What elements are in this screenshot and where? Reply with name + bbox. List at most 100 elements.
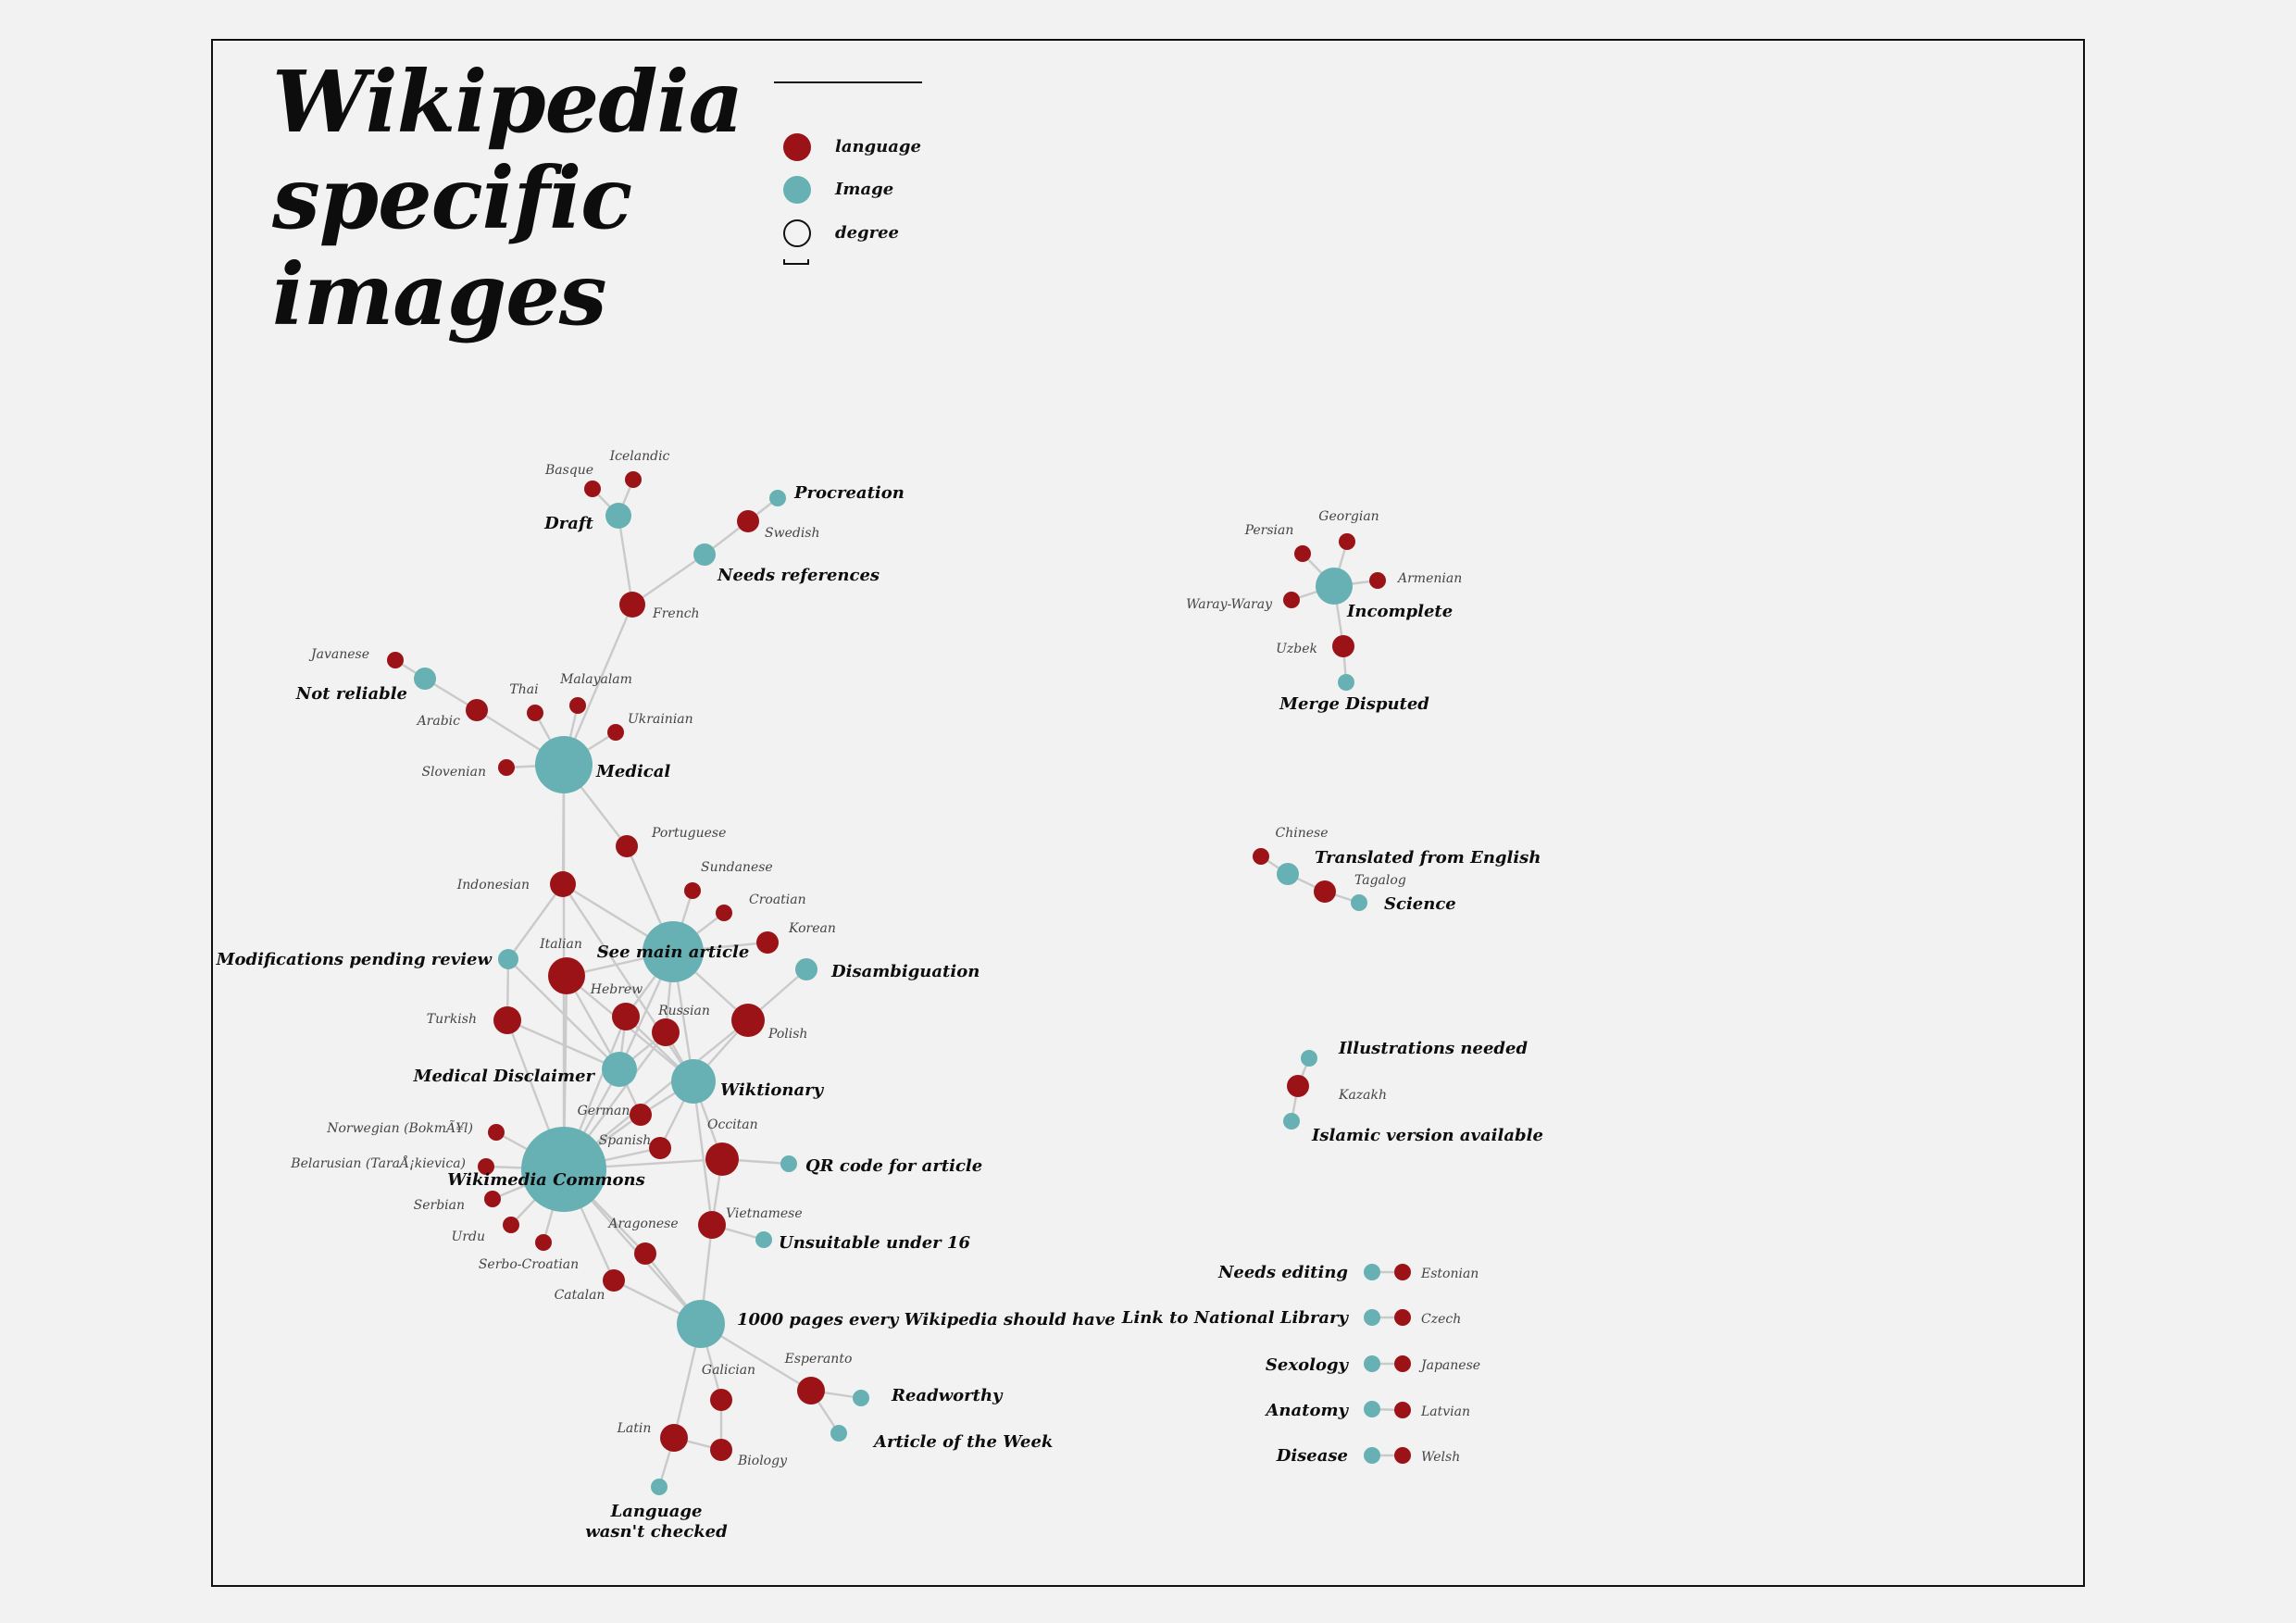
language-node-waray xyxy=(1283,592,1300,608)
node-label-javanese: Javanese xyxy=(308,647,369,662)
node-label-waray: Waray-Waray xyxy=(1186,597,1273,612)
node-label-serbian: Serbian xyxy=(414,1198,465,1213)
node-labels: Medical Wikimedia Commons See main article… xyxy=(216,449,1543,1542)
node-label-arabic: Arabic xyxy=(416,714,461,729)
language-node-basque xyxy=(584,481,601,497)
language-node-hebrew xyxy=(612,1003,640,1030)
node-label-readworthy: Readworthy xyxy=(891,1386,1004,1405)
image-node-wiktionary xyxy=(671,1059,716,1104)
node-label-qrcode: QR code for article xyxy=(805,1156,982,1176)
image-node-seemain xyxy=(643,921,704,982)
language-node-latvian xyxy=(1394,1402,1411,1418)
edge-modpend-meddisc xyxy=(507,958,620,1070)
node-label-sexology: Sexology xyxy=(1266,1355,1350,1375)
language-node-tagalog xyxy=(1314,880,1336,903)
degree-bracket-icon xyxy=(783,259,809,265)
language-node-chinese xyxy=(1253,848,1269,865)
language-node-icelandic xyxy=(625,471,642,488)
node-label-seemain: See main article xyxy=(597,943,750,962)
node-label-latin: Latin xyxy=(617,1421,652,1436)
image-node-readworthy xyxy=(853,1390,869,1406)
node-label-hebrew: Hebrew xyxy=(590,982,643,997)
node-label-translated: Translated from English xyxy=(1315,848,1541,868)
node-label-vietnamese: Vietnamese xyxy=(726,1206,803,1221)
edges xyxy=(394,479,1404,1488)
image-node-mergedisp xyxy=(1338,674,1354,691)
degree-circle-icon xyxy=(783,219,811,247)
node-label-aragonese: Aragonese xyxy=(606,1217,678,1231)
language-node-arabic xyxy=(466,699,488,721)
node-label-japanese: Japanese xyxy=(1418,1358,1480,1373)
image-node-medical xyxy=(535,736,593,793)
image-node-draft xyxy=(605,503,631,529)
language-node-vietnamese xyxy=(698,1211,726,1239)
language-node-norwegian xyxy=(488,1124,505,1141)
language-node-indonesian xyxy=(550,871,576,897)
node-label-chinese: Chinese xyxy=(1276,826,1329,841)
node-label-needsediting: Needs editing xyxy=(1217,1263,1348,1282)
node-label-occitan: Occitan xyxy=(707,1117,758,1132)
language-node-estonian xyxy=(1394,1264,1411,1280)
image-node-unsuit16 xyxy=(755,1231,772,1248)
node-label-spanish: Spanish xyxy=(599,1133,652,1148)
node-label-czech: Czech xyxy=(1421,1312,1461,1327)
language-node-javanese xyxy=(387,652,404,668)
node-label-pages1000: 1000 pages every Wikipedia should have xyxy=(737,1310,1116,1330)
nodes xyxy=(387,471,1411,1495)
image-node-commons xyxy=(521,1127,606,1212)
image-node-sexology xyxy=(1364,1355,1380,1372)
node-label-esperanto: Esperanto xyxy=(784,1352,853,1367)
image-node-incomplete xyxy=(1316,568,1353,605)
language-node-occitan xyxy=(705,1142,739,1176)
language-node-welsh xyxy=(1394,1447,1411,1464)
node-label-wiktionary: Wiktionary xyxy=(720,1080,825,1100)
node-label-articleweek: Article of the Week xyxy=(872,1432,1053,1452)
node-label-procreation: Procreation xyxy=(793,483,905,503)
language-node-portuguese xyxy=(616,835,638,857)
edge-indonesian-wiktionary xyxy=(561,883,695,1082)
node-label-slovenian: Slovenian xyxy=(421,765,486,780)
node-label-sundanese: Sundanese xyxy=(701,860,773,875)
legend-label-degree: degree xyxy=(835,223,900,243)
node-label-welsh: Welsh xyxy=(1421,1450,1460,1465)
edge-indonesian-modpend xyxy=(507,883,564,960)
title-line-1: Wikipedia xyxy=(272,52,743,152)
language-node-persian xyxy=(1294,545,1311,562)
image-node-modpend xyxy=(498,949,518,969)
node-label-armenian: Armenian xyxy=(1396,571,1462,586)
node-label-icelandic: Icelandic xyxy=(609,449,670,464)
node-label-natlib: Link to National Library xyxy=(1121,1308,1350,1328)
node-label-disamb: Disambiguation xyxy=(830,962,980,981)
language-node-german xyxy=(630,1104,652,1126)
node-label-italian: Italian xyxy=(539,937,582,952)
node-label-islamic: Islamic version available xyxy=(1311,1126,1543,1145)
language-node-galician xyxy=(710,1389,732,1411)
language-node-biology xyxy=(710,1439,732,1461)
edge-french-medical xyxy=(562,604,634,766)
node-label-notreliable: Not reliable xyxy=(295,684,407,704)
node-label-biology: Biology xyxy=(737,1454,788,1468)
node-label-catalan: Catalan xyxy=(555,1288,605,1303)
node-label-incomplete: Incomplete xyxy=(1346,602,1453,621)
node-label-kazakh: Kazakh xyxy=(1338,1088,1387,1103)
language-node-aragonese xyxy=(634,1242,656,1265)
node-label-draft: Draft xyxy=(543,514,593,533)
node-label-belarusian: Belarusian (TaraÅ¡kievica) xyxy=(290,1155,466,1171)
node-label-norwegian: Norwegian (BokmÃ¥l) xyxy=(326,1119,473,1136)
language-node-catalan xyxy=(603,1269,625,1292)
language-node-sundanese xyxy=(684,882,701,899)
node-label-science: Science xyxy=(1384,894,1456,914)
node-label-german: German xyxy=(578,1104,630,1118)
node-label-portuguese: Portuguese xyxy=(651,826,726,841)
title-line-3: images xyxy=(272,244,607,344)
node-label-commons: Wikimedia Commons xyxy=(447,1170,645,1190)
node-label-uzbek: Uzbek xyxy=(1276,642,1317,656)
node-label-french: French xyxy=(652,606,700,621)
language-node-japanese xyxy=(1394,1355,1411,1372)
node-label-langchecked: Language wasn't checked xyxy=(585,1502,728,1542)
node-label-needsref: Needs references xyxy=(717,566,880,585)
image-node-procreation xyxy=(769,490,786,506)
node-label-mergedisp: Merge Disputed xyxy=(1279,694,1429,714)
node-label-tagalog: Tagalog xyxy=(1354,873,1406,888)
